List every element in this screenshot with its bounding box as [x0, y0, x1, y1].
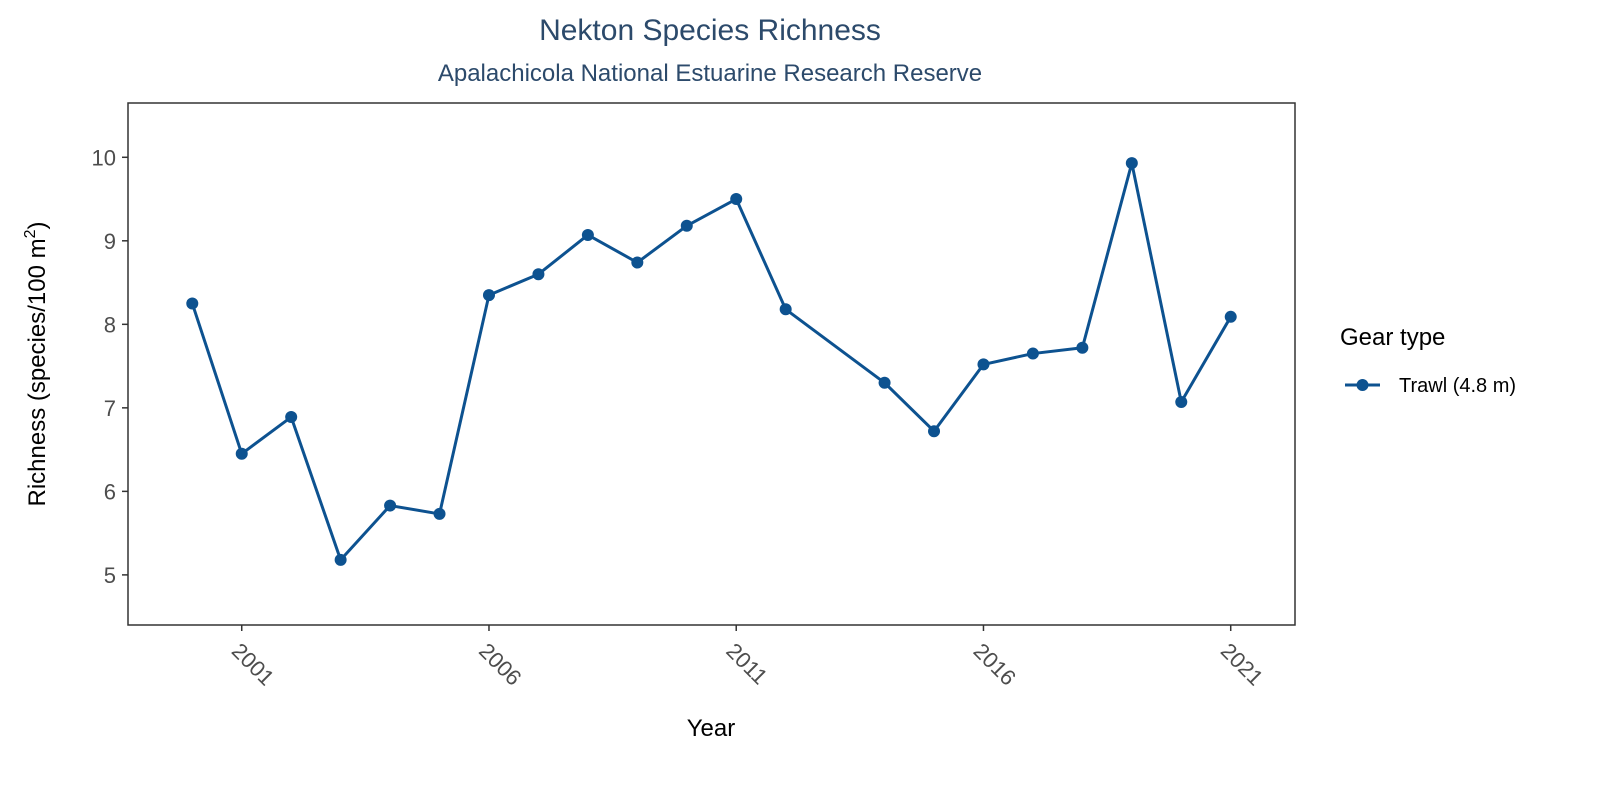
- data-point: [680, 219, 693, 232]
- data-point: [581, 228, 594, 241]
- data-point: [730, 193, 743, 206]
- data-point: [482, 289, 495, 302]
- data-point: [1224, 310, 1237, 323]
- x-tick-label: 2006: [474, 638, 526, 690]
- y-axis-title: Richness (species/100 m2): [22, 221, 51, 506]
- data-point: [1125, 157, 1138, 170]
- y-axis: 5 6 7 8 9 10: [92, 145, 128, 588]
- chart-title: Nekton Species Richness: [539, 14, 881, 47]
- series-layer: [186, 157, 1237, 566]
- y-tick-label: 9: [104, 229, 116, 254]
- data-point: [631, 256, 644, 269]
- x-axis-title: Year: [687, 715, 736, 742]
- x-axis: 2001 2006 2011 2016 2021: [227, 625, 1268, 690]
- y-tick-label: 5: [104, 563, 116, 588]
- y-tick-label: 6: [104, 479, 116, 504]
- plot-panel: [127, 102, 1296, 626]
- data-point: [235, 447, 248, 460]
- data-point: [1076, 341, 1089, 354]
- legend-label: Trawl (4.8 m): [1399, 375, 1516, 397]
- data-point: [779, 303, 792, 316]
- legend-key-point: [1356, 379, 1369, 391]
- y-axis-title-end: ): [24, 221, 51, 229]
- y-axis-title-main: Richness (species/100 m: [24, 238, 51, 506]
- y-tick-label: 7: [104, 396, 116, 421]
- y-tick-label: 10: [92, 145, 116, 170]
- chart-subtitle: Apalachicola National Estuarine Research…: [438, 60, 982, 87]
- legend-title: Gear type: [1340, 324, 1445, 351]
- data-point: [928, 425, 941, 438]
- x-tick-label: 2011: [721, 638, 772, 689]
- x-tick-label: 2016: [969, 638, 1021, 690]
- data-point: [1026, 347, 1039, 360]
- y-axis-title-superscript: 2: [22, 229, 39, 238]
- y-tick-label: 8: [104, 312, 116, 337]
- legend: Gear type Trawl (4.8 m): [1340, 324, 1516, 397]
- data-point: [977, 358, 990, 371]
- data-point: [878, 376, 891, 389]
- x-tick-label: 2001: [227, 638, 279, 690]
- data-point: [334, 553, 347, 566]
- data-point: [532, 268, 545, 281]
- data-point: [384, 499, 397, 512]
- data-point: [433, 507, 446, 520]
- data-point: [1175, 396, 1188, 409]
- data-point: [285, 411, 298, 424]
- x-tick-label: 2021: [1216, 638, 1268, 690]
- data-point: [186, 297, 199, 310]
